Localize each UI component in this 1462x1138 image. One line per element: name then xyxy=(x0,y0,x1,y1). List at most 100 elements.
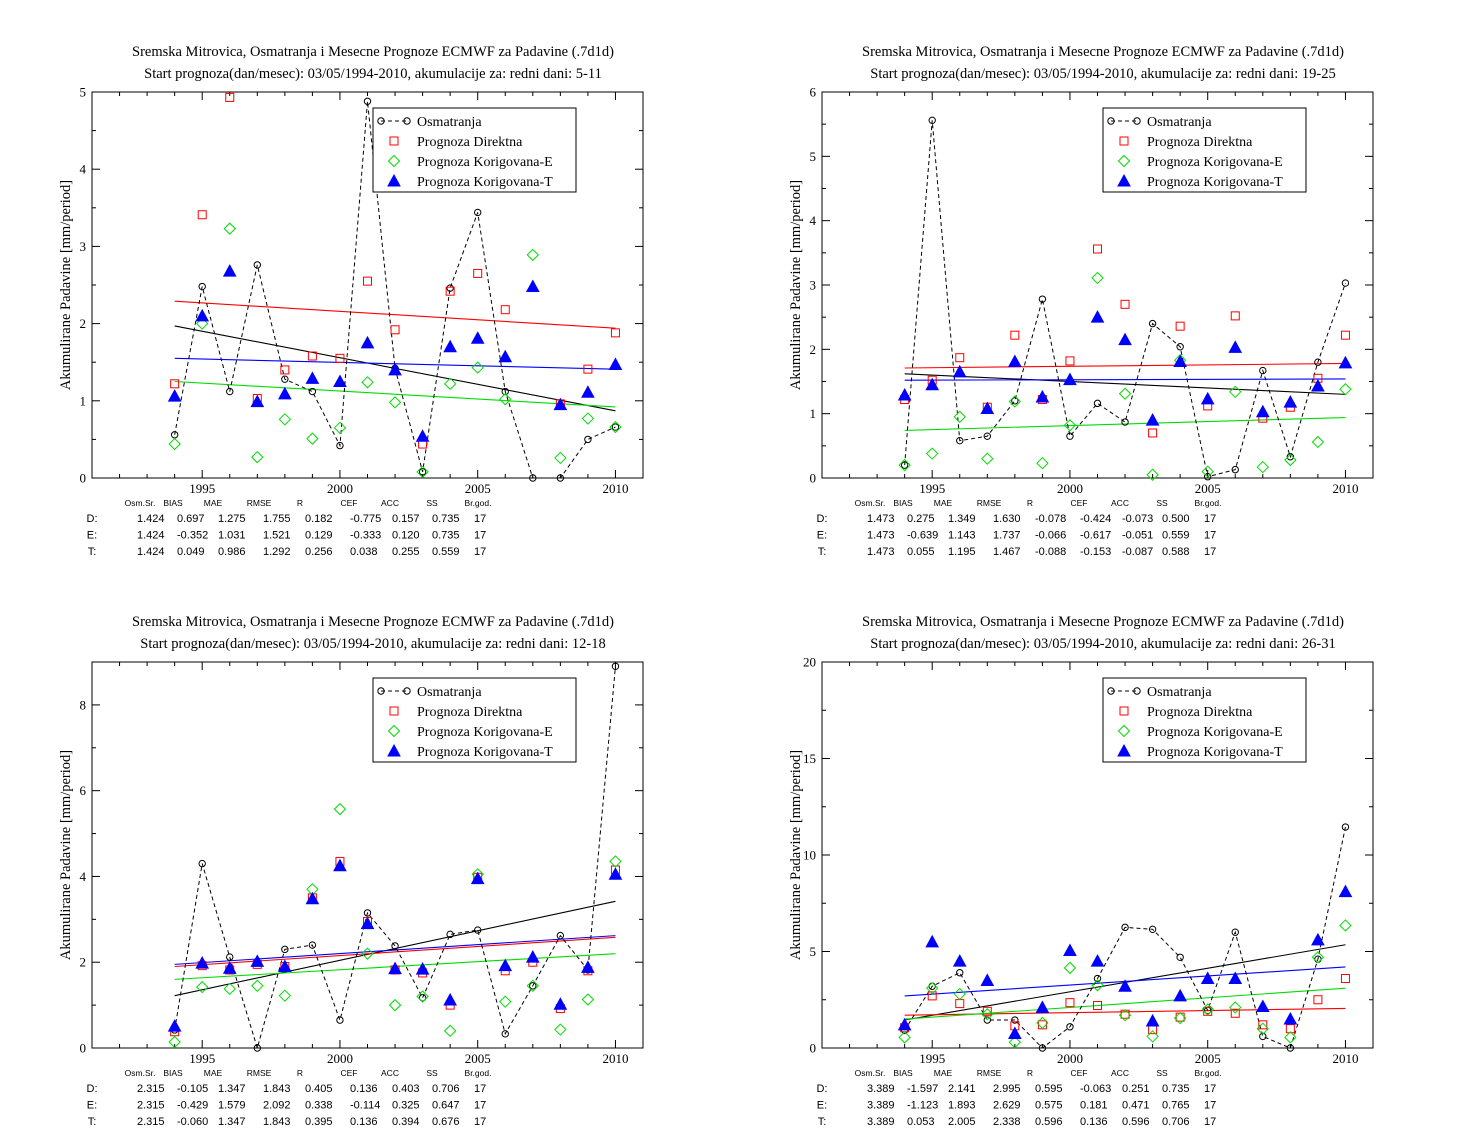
stats-cell: -1.597 xyxy=(907,1083,938,1095)
direktna-point xyxy=(1093,1001,1102,1011)
chart-title: Sremska Mitrovica, Osmatranja i Mesecne … xyxy=(862,614,1344,630)
korigovana-e-point xyxy=(953,410,966,424)
stats-cell: 17 xyxy=(474,530,486,542)
stats-cell: 17 xyxy=(474,1100,486,1112)
stats-cell: 0.647 xyxy=(432,1100,460,1112)
x-tick-label: 2010 xyxy=(1332,481,1358,496)
stats-header: Osm.Sr. xyxy=(125,498,156,508)
osmatranja-point xyxy=(1038,295,1047,303)
chart-panel-days-12-18: Sremska Mitrovica, Osmatranja i Mesecne … xyxy=(0,570,700,1130)
stats-header: BIAS xyxy=(893,498,913,508)
osmatranja-point xyxy=(983,1016,991,1024)
korigovana-e-point xyxy=(1091,979,1104,992)
stats-cell: 2.315 xyxy=(137,1083,165,1095)
korigovana-t-point xyxy=(897,1017,912,1031)
y-axis-label: Akumulirane Padavine [mm/period] xyxy=(788,180,804,390)
stats-header: Osm.Sr. xyxy=(855,498,886,508)
stats-cell: 17 xyxy=(1204,1116,1216,1128)
osmatranja-point xyxy=(900,461,909,469)
osmatranja-point xyxy=(1066,432,1074,440)
osmatranja-point xyxy=(1121,923,1129,932)
korigovana-e-point xyxy=(251,450,264,464)
osmatranja-point xyxy=(529,474,537,482)
legend-label: Prognoza Direktna xyxy=(1147,135,1253,150)
stats-header: SS xyxy=(426,1068,438,1078)
korigovana-t-point xyxy=(1338,884,1353,898)
korigovana-e-point xyxy=(609,855,622,868)
x-tick-label: 2005 xyxy=(465,1051,491,1066)
chart-title: Sremska Mitrovica, Osmatranja i Mesecne … xyxy=(132,614,614,630)
stats-row-label: E: xyxy=(817,1100,827,1112)
stats-cell: 0.595 xyxy=(1035,1083,1063,1095)
y-tick-label: 6 xyxy=(810,85,817,100)
korigovana-t-point xyxy=(415,429,430,442)
stats-cell: 3.389 xyxy=(867,1083,895,1095)
chart-subtitle: Start prognoza(dan/mesec): 03/05/1994-20… xyxy=(870,66,1335,82)
stats-header: Osm.Sr. xyxy=(855,1068,886,1078)
legend-label: Prognoza Korigovana-T xyxy=(1147,745,1283,760)
korigovana-e-point xyxy=(1091,271,1104,285)
korigovana-e-point xyxy=(925,447,939,460)
korigovana-t-point xyxy=(167,389,182,402)
stats-cell: 2.005 xyxy=(948,1116,976,1128)
y-tick-label: 1 xyxy=(810,406,817,421)
y-tick-label: 15 xyxy=(803,751,816,766)
stats-cell: 2.315 xyxy=(137,1116,165,1128)
y-tick-label: 0 xyxy=(80,471,87,486)
chart-title: Sremska Mitrovica, Osmatranja i Mesecne … xyxy=(862,44,1344,60)
korigovana-t-point xyxy=(1283,1012,1298,1025)
stats-header: MAE xyxy=(204,1068,223,1078)
korigovana-t-point xyxy=(1118,979,1132,992)
legend-label: Prognoza Direktna xyxy=(417,135,523,150)
legend-marker xyxy=(377,687,385,695)
korigovana-t-point xyxy=(305,371,320,384)
stats-header: RMSE xyxy=(247,1068,272,1078)
osmatranja-point xyxy=(1066,1023,1074,1031)
direktna-point xyxy=(1340,330,1350,340)
stats-cell: 0.986 xyxy=(218,546,246,558)
stats-header: MAE xyxy=(934,498,953,508)
stats-cell: -0.352 xyxy=(177,530,208,542)
stats-cell: 0.055 xyxy=(907,546,935,558)
korigovana-t-point xyxy=(1145,413,1160,426)
legend-box xyxy=(1102,107,1307,193)
stats-cell: 1.473 xyxy=(867,546,895,558)
direktna-point xyxy=(1258,1020,1268,1030)
korigovana-t-point xyxy=(222,264,237,277)
osmatranja-point xyxy=(1011,1016,1019,1024)
osmatranja-point xyxy=(1011,397,1019,405)
stats-cell: 0.136 xyxy=(350,1083,378,1095)
korigovana-t-point xyxy=(333,858,347,872)
y-axis-label: Akumulirane Padavine [mm/period] xyxy=(58,180,74,390)
osmatranja-point xyxy=(1121,418,1129,426)
direktna-point xyxy=(1175,1012,1185,1022)
stats-cell: 3.389 xyxy=(867,1116,895,1128)
y-tick-label: 2 xyxy=(80,316,87,331)
osmatranja-point xyxy=(281,945,289,954)
y-tick-label: 3 xyxy=(810,278,817,293)
osmatranja-point xyxy=(1341,279,1350,287)
trend-line-osmatranja xyxy=(904,373,1346,395)
y-tick-label: 10 xyxy=(803,848,816,863)
korigovana-t-point xyxy=(1035,1000,1050,1013)
y-tick-label: 5 xyxy=(80,85,87,100)
y-tick-label: 4 xyxy=(80,869,87,884)
korigovana-e-point xyxy=(554,1023,567,1036)
korigovana-t-point xyxy=(443,339,457,353)
stats-header: R xyxy=(1027,498,1033,508)
direktna-point xyxy=(1120,299,1130,309)
korigovana-t-point xyxy=(1338,355,1353,369)
stats-cell: 2.995 xyxy=(993,1083,1021,1095)
stats-row-label: T: xyxy=(818,1116,827,1128)
stats-cell: -0.617 xyxy=(1080,530,1111,542)
stats-cell: 0.735 xyxy=(432,530,460,542)
korigovana-t-point xyxy=(388,961,402,975)
stats-header: SS xyxy=(1156,1068,1168,1078)
korigovana-e-point xyxy=(333,802,347,816)
stats-cell: 2.092 xyxy=(263,1100,291,1112)
legend-box xyxy=(372,677,577,763)
legend-label: Prognoza Direktna xyxy=(1147,705,1253,720)
stats-cell: 1.843 xyxy=(263,1083,291,1095)
stats-header: ACC xyxy=(381,1068,399,1078)
stats-cell: 1.195 xyxy=(948,546,976,558)
